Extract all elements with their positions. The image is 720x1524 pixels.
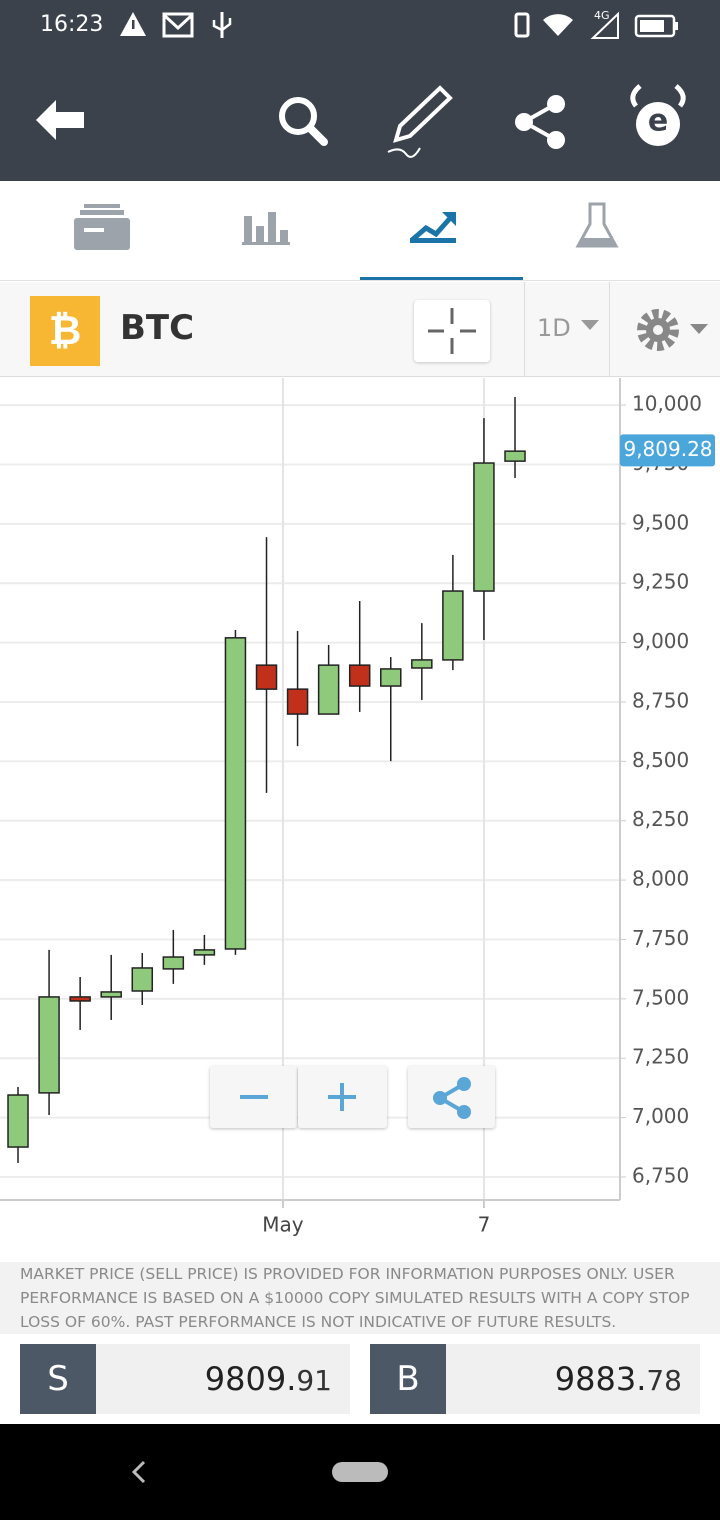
etoro-button[interactable]: e (630, 84, 686, 146)
last-price-marker (620, 434, 715, 467)
tab-bar (0, 182, 720, 281)
toolbar: e (0, 56, 720, 181)
last-price-label: 9,809.28 (623, 437, 712, 461)
nav-back[interactable] (131, 1460, 146, 1484)
zoom-in-button[interactable] (298, 1066, 387, 1128)
btc-logo: ₿ (30, 296, 100, 366)
candle-body (317, 664, 340, 715)
back-button[interactable] (36, 100, 84, 140)
buy-label: B (370, 1344, 446, 1414)
candle-body (504, 450, 526, 462)
candle-body (131, 967, 154, 992)
network-type: 4G (594, 10, 610, 22)
x-tick-label: 7 (478, 1213, 491, 1237)
sell-button[interactable]: S 9809.91 (20, 1344, 350, 1414)
share-button[interactable] (515, 95, 565, 149)
candle-body (442, 590, 464, 661)
candle-body (193, 949, 216, 956)
active-tab-indicator (360, 277, 523, 280)
chart-tab[interactable] (410, 212, 456, 243)
y-tick-label: 7,750 (632, 926, 689, 950)
status-icons: 4G (120, 10, 678, 39)
y-tick-label: 7,500 (632, 985, 689, 1009)
sell-price-decimals: 91 (296, 1364, 332, 1397)
candle-body (473, 462, 495, 592)
y-tick-label: 8,500 (632, 748, 689, 772)
navigation-bar (0, 1424, 720, 1520)
candle-body (7, 1094, 29, 1148)
svg-text:e: e (648, 104, 668, 139)
y-tick-label: 9,000 (632, 629, 689, 653)
buy-price-main: 9883. (554, 1360, 647, 1398)
candle-body (255, 664, 278, 690)
candle-body (348, 664, 371, 687)
edit-button[interactable] (387, 85, 453, 158)
y-tick-label: 8,250 (632, 807, 689, 831)
candlestick-chart: 6,750 7,000 7,250 7,500 7,750 8,000 8,250 8,500… (0, 378, 715, 1237)
crosshair-button[interactable] (414, 300, 490, 362)
stats-tab[interactable] (242, 212, 290, 245)
candle-body (162, 956, 185, 970)
chart-share-button[interactable] (408, 1066, 495, 1128)
candle-body (69, 996, 91, 1002)
search-button[interactable] (279, 97, 328, 146)
settings-button[interactable] (632, 308, 716, 354)
y-tick-label: 9,250 (632, 570, 689, 594)
candle-body (100, 991, 122, 998)
lab-tab[interactable] (575, 202, 619, 248)
toolbar-icons: e (36, 84, 686, 158)
buy-price-decimals: 78 (646, 1364, 682, 1397)
timeframe-selector[interactable]: 1D (524, 282, 610, 376)
candle-body (224, 637, 247, 950)
sell-price-main: 9809. (204, 1360, 297, 1398)
candle-body (38, 996, 60, 1094)
y-tick-label: 8,750 (632, 688, 689, 712)
instrument-header: ₿ BTC 1D (0, 282, 720, 377)
candle-body (380, 668, 402, 687)
nav-home[interactable] (332, 1462, 388, 1482)
x-tick-label: May (262, 1213, 304, 1237)
buy-button[interactable]: B 9883.78 (370, 1344, 700, 1414)
tab-icons (74, 202, 619, 280)
sell-label: S (20, 1344, 96, 1414)
sell-price: 9809.91 (205, 1344, 332, 1416)
y-tick-label: 10,000 (632, 392, 702, 416)
news-tab[interactable] (74, 204, 130, 250)
zoom-out-button[interactable] (210, 1066, 297, 1128)
buy-price: 9883.78 (555, 1344, 682, 1416)
y-tick-label: 9,500 (632, 510, 689, 534)
disclaimer: MARKET PRICE (SELL PRICE) IS PROVIDED FO… (0, 1262, 720, 1334)
y-tick-label: 8,000 (632, 867, 689, 891)
y-tick-label: 7,250 (632, 1045, 689, 1069)
candle-body (286, 688, 309, 715)
y-tick-label: 6,750 (632, 1163, 689, 1187)
y-tick-label: 7,000 (632, 1104, 689, 1128)
symbol: BTC (120, 308, 195, 348)
time: 16:23 (40, 12, 104, 37)
candle-body (411, 659, 433, 669)
timeframe: 1D (537, 314, 571, 342)
status-bar: 16:23 4G (0, 0, 720, 56)
